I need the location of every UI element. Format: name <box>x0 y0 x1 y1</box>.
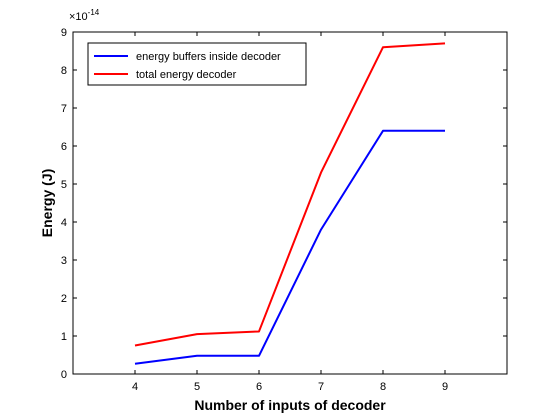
y-axis-exponent-label: ×10-14 <box>69 8 100 23</box>
plot-frame <box>72 31 508 375</box>
y-axis-label: Energy (J) <box>39 169 55 237</box>
plot-area <box>72 31 508 375</box>
y-tick-label: 5 <box>61 179 67 191</box>
axis-ticks: 0 1 2 3 4 5 6 7 8 9 4 5 6 7 8 9 <box>61 27 507 393</box>
series-line-1 <box>134 129 445 365</box>
y-tick-label: 3 <box>61 255 67 267</box>
x-tick-label: 4 <box>132 381 138 393</box>
legend: energy buffers inside decoder total energ… <box>87 42 307 86</box>
legend-items: energy buffers inside decoder total energ… <box>94 51 281 81</box>
exponent-base: ×10 <box>69 11 88 23</box>
x-tick-label: 8 <box>380 381 386 393</box>
legend-label-2: total energy decoder <box>136 69 237 81</box>
x-tick-label: 7 <box>318 381 324 393</box>
x-tick-label: 5 <box>194 381 200 393</box>
x-tick-label: 9 <box>442 381 448 393</box>
y-tick-label: 4 <box>61 217 67 229</box>
exponent-power: -14 <box>88 8 100 17</box>
x-tick-label: 6 <box>256 381 262 393</box>
y-tick-label: 8 <box>61 65 67 77</box>
y-tick-label: 9 <box>61 27 67 39</box>
legend-box <box>87 42 307 86</box>
y-tick-label: 6 <box>61 141 67 153</box>
y-tick-label: 7 <box>61 103 67 115</box>
series-lines <box>134 42 446 365</box>
series-line-2 <box>134 42 446 347</box>
legend-label-1: energy buffers inside decoder <box>136 51 281 63</box>
y-tick-label: 0 <box>61 369 67 381</box>
y-tick-label: 1 <box>61 331 67 343</box>
y-tick-label: 2 <box>61 293 67 305</box>
x-axis-label: Number of inputs of decoder <box>194 397 386 413</box>
